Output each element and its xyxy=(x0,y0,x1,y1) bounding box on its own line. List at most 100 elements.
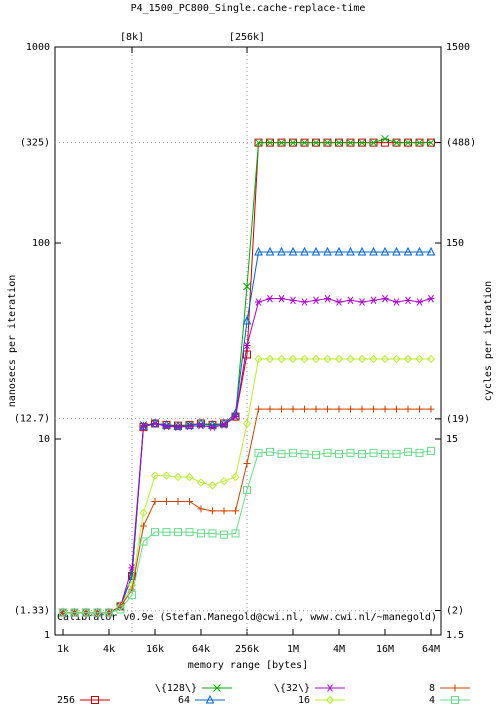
data-point xyxy=(392,449,401,458)
y-tick-label: 1000 xyxy=(26,42,50,53)
data-point xyxy=(254,354,263,364)
data-point xyxy=(70,608,79,617)
data-point xyxy=(323,246,332,256)
y2-tick-label: 1.5 xyxy=(446,630,464,641)
data-point xyxy=(311,450,320,459)
data-point xyxy=(139,522,147,530)
data-point xyxy=(393,405,401,413)
data-point xyxy=(300,354,309,364)
data-point xyxy=(427,294,435,303)
x-tick-label: 4k xyxy=(103,644,115,655)
data-point xyxy=(334,246,344,256)
data-point xyxy=(266,294,274,303)
data-point xyxy=(219,476,229,486)
data-point xyxy=(277,294,285,303)
data-point xyxy=(127,590,136,599)
y2-axis-label: cycles per iteration xyxy=(483,281,494,401)
data-point xyxy=(197,421,205,430)
data-point xyxy=(403,354,413,364)
data-point xyxy=(346,448,355,457)
data-point xyxy=(265,447,274,456)
legend-label: 4 xyxy=(429,695,435,706)
data-point xyxy=(381,294,389,303)
legend-label: 16 xyxy=(298,695,310,706)
series-line xyxy=(62,251,432,614)
data-point xyxy=(185,528,194,537)
data-point xyxy=(208,529,217,538)
data-point xyxy=(242,315,252,325)
data-point xyxy=(300,298,308,306)
data-point xyxy=(185,497,193,505)
data-point xyxy=(185,420,194,430)
x-tick-label: 4M xyxy=(333,644,345,655)
data-point xyxy=(173,528,182,537)
data-point xyxy=(243,459,251,467)
data-point xyxy=(312,405,320,413)
data-point xyxy=(346,246,355,256)
x-axis-label: memory range [bytes] xyxy=(188,660,308,671)
data-point xyxy=(231,472,240,482)
data-point xyxy=(403,246,413,256)
data-point xyxy=(346,354,355,364)
data-point xyxy=(370,296,378,305)
data-point xyxy=(243,341,251,350)
y-level-label: (1.33) xyxy=(14,606,50,617)
data-point xyxy=(277,246,286,256)
data-point xyxy=(369,246,378,256)
data-point xyxy=(151,419,159,428)
data-point xyxy=(392,138,401,147)
data-point xyxy=(300,138,309,147)
data-point xyxy=(358,298,366,306)
y2-tick-label: 15 xyxy=(446,434,458,445)
data-point xyxy=(334,449,343,458)
data-point xyxy=(392,246,401,256)
data-point xyxy=(254,448,263,457)
data-point xyxy=(415,138,424,147)
data-point xyxy=(427,446,436,455)
data-point xyxy=(381,449,390,458)
data-point xyxy=(404,405,412,413)
legend-marker xyxy=(213,684,221,692)
data-point xyxy=(254,405,262,413)
data-point xyxy=(426,246,436,256)
y2-tick-label: 150 xyxy=(446,238,464,249)
y-level-label: (12.7) xyxy=(14,414,50,425)
data-point xyxy=(415,448,424,457)
legend-marker xyxy=(326,684,334,692)
data-point xyxy=(81,608,90,617)
data-point xyxy=(381,405,389,413)
data-point xyxy=(150,471,160,480)
data-point xyxy=(416,298,424,306)
data-point xyxy=(312,296,320,305)
data-point xyxy=(128,586,136,594)
data-point xyxy=(404,447,413,456)
data-point xyxy=(185,472,194,482)
data-point xyxy=(289,138,297,147)
data-point xyxy=(369,448,378,457)
data-point xyxy=(312,138,320,147)
data-point xyxy=(277,138,286,147)
data-point xyxy=(219,530,228,539)
x-tick-label: 1k xyxy=(57,644,69,655)
data-point xyxy=(427,138,435,147)
data-point xyxy=(311,138,320,147)
data-point xyxy=(162,471,171,480)
data-point xyxy=(243,282,251,291)
data-point xyxy=(173,472,183,482)
x2-tick-label: [256k] xyxy=(229,32,265,43)
x-tick-label: 1M xyxy=(287,644,299,655)
data-point xyxy=(358,138,366,147)
legend-marker xyxy=(205,694,215,704)
annotation: Calibrator v0.9e (Stefan.Manegold@cwi.nl… xyxy=(57,612,437,623)
data-point xyxy=(369,138,378,147)
data-point xyxy=(231,412,240,421)
data-point xyxy=(347,405,354,413)
legend-label: \{128\} xyxy=(155,683,197,694)
data-point xyxy=(323,448,332,457)
chart-title: P4_1500_PC800_Single.cache-replace-time xyxy=(131,3,366,14)
data-point xyxy=(265,138,274,147)
data-point xyxy=(208,507,216,515)
data-point xyxy=(288,246,298,256)
x-tick-label: 64M xyxy=(422,644,440,655)
y2-tick-label: 1500 xyxy=(446,42,470,53)
